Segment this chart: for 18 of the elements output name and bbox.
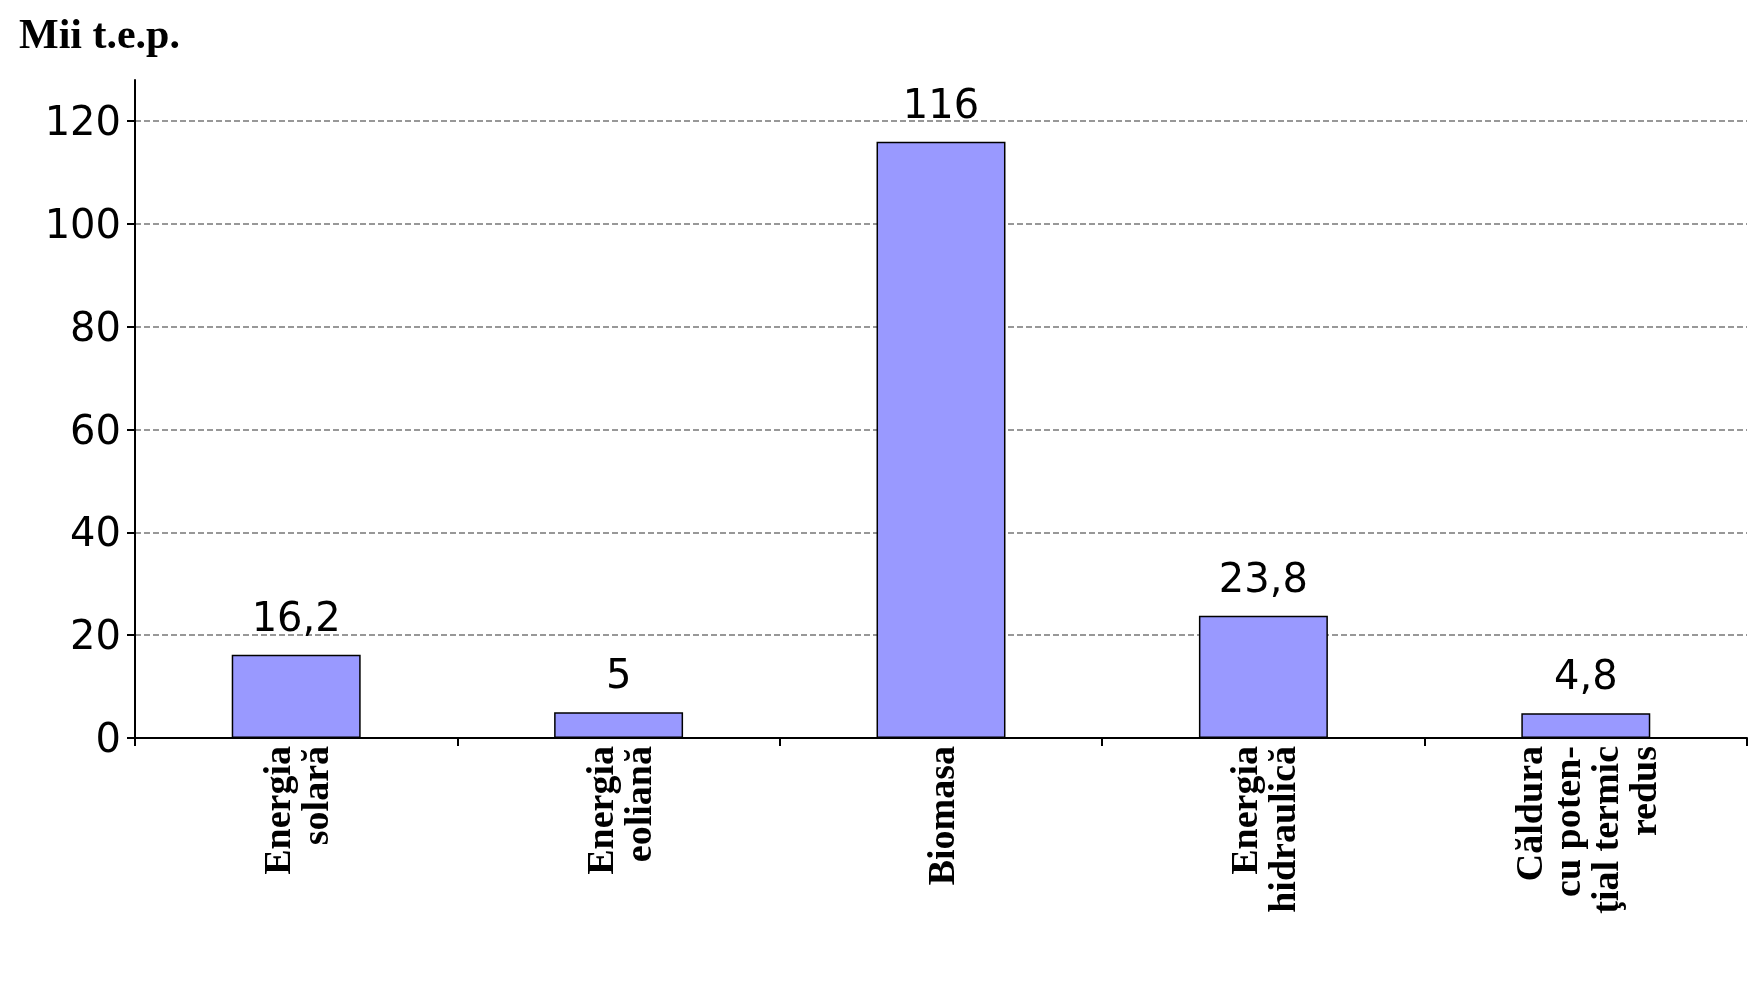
y-tick-label: 60 — [70, 406, 121, 453]
y-tick-label: 40 — [70, 509, 121, 556]
data-label: 16,2 — [251, 593, 341, 640]
x-tick-label: Căldura cu poten- ţial termic redus — [1507, 746, 1664, 914]
y-tick-label: 80 — [70, 303, 121, 350]
y-tick-label: 120 — [44, 98, 121, 145]
x-tick-label: Energia solară — [256, 746, 337, 875]
data-label: 23,8 — [1218, 554, 1308, 601]
x-tick-label: Energia hidraulică — [1223, 746, 1304, 913]
y-axis-title: Mii t.e.p. — [19, 11, 180, 57]
x-tick-label: Biomasa — [920, 746, 962, 886]
data-label: 4,8 — [1553, 652, 1618, 699]
data-label: 116 — [902, 80, 980, 127]
x-tick-label: Energia eoliană — [578, 746, 659, 875]
y-tick-label: 0 — [95, 715, 121, 761]
y-tick-label: 100 — [44, 200, 121, 247]
y-tick-label: 20 — [70, 612, 121, 659]
data-label: 5 — [605, 651, 632, 698]
